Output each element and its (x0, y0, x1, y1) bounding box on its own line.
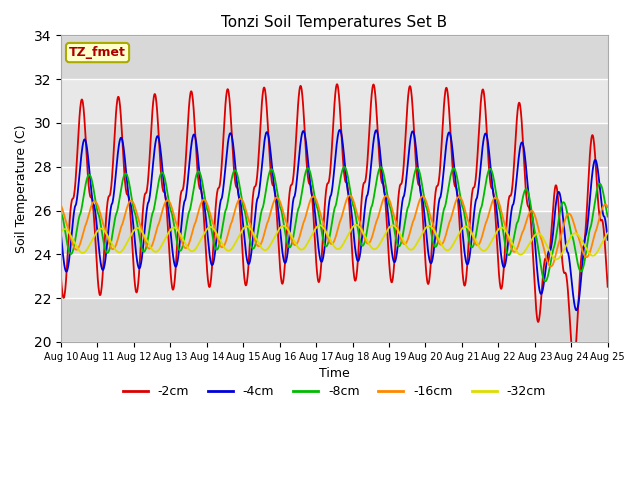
-4cm (336, 127, 344, 133)
-2cm (300, 120, 308, 125)
Bar (61, 298, 608, 342)
-16cm (604, 204, 612, 210)
-2cm (333, 81, 341, 87)
-8cm (57, 209, 65, 215)
-4cm (310, 201, 318, 207)
-4cm (572, 307, 580, 313)
Y-axis label: Soil Temperature (C): Soil Temperature (C) (15, 124, 28, 253)
-32cm (289, 236, 297, 241)
-16cm (310, 194, 318, 200)
-32cm (99, 227, 107, 232)
-32cm (122, 242, 129, 248)
Bar (61, 211, 608, 254)
Bar (61, 167, 608, 211)
-8cm (122, 171, 129, 177)
Bar (61, 79, 608, 123)
-2cm (289, 178, 297, 183)
-2cm (310, 223, 318, 229)
-8cm (289, 236, 297, 242)
Line: -2cm: -2cm (61, 84, 608, 360)
Legend: -2cm, -4cm, -8cm, -16cm, -32cm: -2cm, -4cm, -8cm, -16cm, -32cm (118, 380, 551, 403)
-8cm (99, 237, 107, 243)
-8cm (604, 214, 612, 219)
-32cm (300, 245, 308, 251)
Line: -8cm: -8cm (61, 167, 608, 281)
-32cm (352, 222, 360, 228)
-4cm (122, 162, 129, 168)
Text: TZ_fmet: TZ_fmet (69, 46, 126, 59)
Line: -16cm: -16cm (61, 195, 608, 266)
-32cm (310, 228, 318, 234)
-8cm (369, 202, 376, 207)
-8cm (300, 176, 308, 181)
-16cm (289, 240, 297, 246)
-16cm (346, 192, 354, 198)
-4cm (369, 148, 376, 154)
Bar (61, 254, 608, 298)
-32cm (552, 256, 560, 262)
-2cm (57, 273, 65, 279)
-4cm (289, 200, 297, 205)
-16cm (547, 264, 555, 269)
-16cm (122, 210, 129, 216)
-16cm (300, 218, 308, 224)
Bar (61, 123, 608, 167)
-2cm (604, 284, 612, 289)
-2cm (122, 183, 129, 189)
-4cm (300, 130, 308, 135)
Line: -32cm: -32cm (61, 225, 608, 259)
-4cm (57, 230, 65, 236)
-4cm (604, 237, 612, 243)
X-axis label: Time: Time (319, 367, 349, 380)
-32cm (369, 245, 376, 251)
-4cm (99, 267, 107, 273)
-32cm (604, 230, 612, 236)
-32cm (57, 229, 65, 235)
-2cm (99, 264, 107, 269)
-16cm (57, 202, 65, 208)
-2cm (369, 85, 376, 91)
Bar (61, 36, 608, 79)
-8cm (310, 191, 318, 196)
-16cm (369, 233, 376, 239)
-8cm (541, 278, 549, 284)
-8cm (340, 164, 348, 170)
-16cm (99, 221, 107, 227)
Title: Tonzi Soil Temperatures Set B: Tonzi Soil Temperatures Set B (221, 15, 447, 30)
Line: -4cm: -4cm (61, 130, 608, 310)
-2cm (570, 357, 578, 363)
